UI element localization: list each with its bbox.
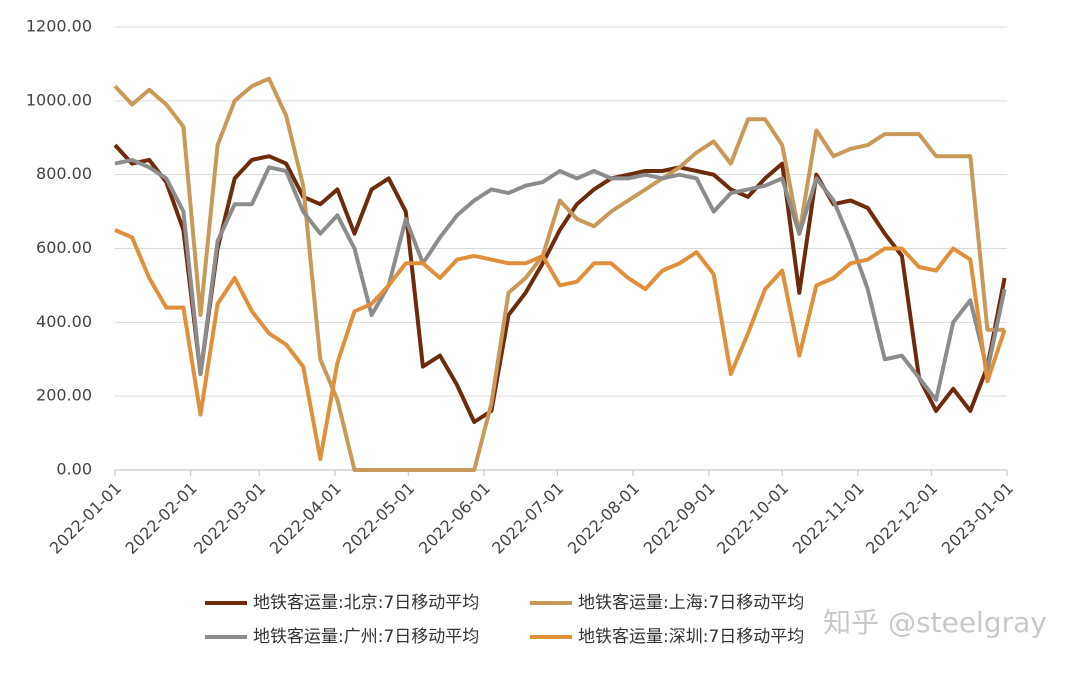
series-line (113, 143, 1007, 424)
x-tick-label: 2022-07-01 (488, 479, 567, 558)
y-tick-label: 400.00 (36, 312, 92, 331)
x-tick-label: 2022-02-01 (122, 479, 201, 558)
series-line (113, 76, 1005, 472)
legend-label: 地铁客运量:广州:7日移动平均 (253, 627, 479, 647)
series-line (114, 228, 1007, 461)
x-tick-label: 2022-12-01 (862, 479, 941, 558)
x-tick-label: 2022-08-01 (564, 479, 643, 558)
legend-label: 地铁客运量:北京:7日移动平均 (253, 593, 479, 613)
series-line (114, 157, 1007, 402)
x-tick-label: 2022-09-01 (640, 479, 719, 558)
y-tick-label: 0.00 (56, 460, 92, 479)
x-tick-label: 2022-06-01 (415, 479, 494, 558)
legend-label: 地铁客运量:深圳:7日移动平均 (578, 627, 804, 647)
x-tick-label: 2023-01-01 (938, 479, 1017, 558)
x-tick-label: 2022-10-01 (713, 479, 792, 558)
y-tick-label: 800.00 (36, 164, 92, 183)
x-tick-label: 2022-03-01 (190, 479, 269, 558)
x-tick-label: 2022-11-01 (789, 479, 868, 558)
x-tick-label: 2022-01-01 (46, 479, 125, 558)
x-tick-label: 2022-05-01 (339, 479, 418, 558)
y-tick-label: 600.00 (36, 238, 92, 257)
y-tick-label: 200.00 (36, 386, 92, 405)
y-tick-label: 1200.00 (26, 17, 92, 36)
x-tick-label: 2022-04-01 (266, 479, 345, 558)
legend-label: 地铁客运量:上海:7日移动平均 (578, 593, 804, 613)
watermark: 知乎 @steelgray (823, 606, 1047, 639)
y-tick-label: 1000.00 (26, 90, 92, 109)
